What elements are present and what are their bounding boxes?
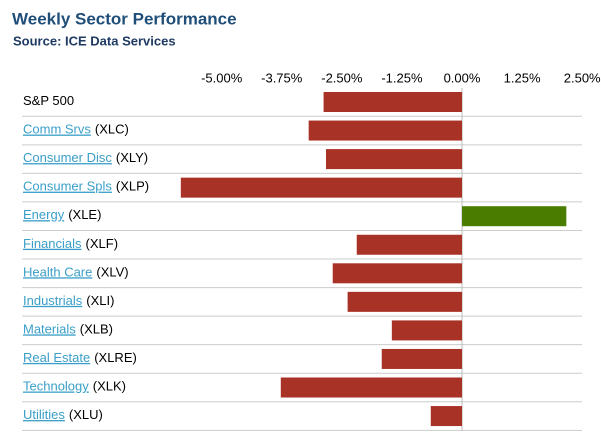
category-label: Health Care (XLV) (23, 265, 129, 280)
x-tick-label: 0.00% (444, 70, 481, 85)
ticker: (XLK) (93, 379, 126, 394)
bar (430, 406, 463, 427)
bar (323, 92, 463, 112)
sector-link[interactable]: Consumer Spls (23, 179, 112, 194)
bar (332, 263, 463, 284)
bar (308, 120, 463, 141)
ticker: (XLF) (86, 236, 119, 251)
ticker: (XLE) (68, 208, 101, 223)
x-tick-label: -2.50% (321, 70, 363, 85)
bar (381, 348, 463, 369)
category-label: Consumer Disc (XLY) (23, 151, 148, 166)
sector-link[interactable]: Utilities (23, 407, 65, 422)
bar (280, 377, 463, 398)
x-tick-label: -1.25% (381, 70, 423, 85)
bar (356, 234, 463, 255)
category-label: S&P 500 (23, 93, 74, 108)
category-label: Materials (XLB) (23, 322, 113, 337)
bar (391, 320, 463, 341)
x-tick-label: 2.50% (564, 70, 601, 85)
category-label: Financials (XLF) (23, 236, 118, 251)
bar (180, 177, 463, 198)
ticker: (XLU) (69, 407, 103, 422)
x-tick-label: 1.25% (504, 70, 541, 85)
sector-link[interactable]: Real Estate (23, 350, 90, 365)
x-tick-label: -3.75% (261, 70, 303, 85)
category-label: Utilities (XLU) (23, 407, 103, 422)
x-tick-label: -5.00% (201, 70, 243, 85)
sector-link[interactable]: Health Care (23, 265, 92, 280)
ticker: (XLC) (95, 122, 129, 137)
category-label: Technology (XLK) (23, 379, 126, 394)
category-label: Industrials (XLI) (23, 293, 114, 308)
category-label: Energy (XLE) (23, 208, 101, 223)
sector-link[interactable]: Consumer Disc (23, 151, 112, 166)
category-name: S&P 500 (23, 93, 74, 108)
chart-title: Weekly Sector Performance (12, 9, 237, 28)
sector-link[interactable]: Materials (23, 322, 76, 337)
sector-link[interactable]: Comm Srvs (23, 122, 91, 137)
chart-subtitle: Source: ICE Data Services (13, 33, 176, 48)
ticker: (XLV) (96, 265, 128, 280)
bar (325, 149, 463, 170)
ticker: (XLY) (116, 151, 148, 166)
bar (462, 206, 567, 227)
category-label: Real Estate (XLRE) (23, 350, 137, 365)
sector-link[interactable]: Energy (23, 208, 65, 223)
category-label: Comm Srvs (XLC) (23, 122, 129, 137)
category-label: Consumer Spls (XLP) (23, 179, 149, 194)
sector-link[interactable]: Financials (23, 236, 82, 251)
ticker: (XLB) (80, 322, 113, 337)
ticker: (XLP) (116, 179, 149, 194)
ticker: (XLRE) (94, 350, 137, 365)
sector-link[interactable]: Industrials (23, 293, 83, 308)
ticker: (XLI) (86, 293, 114, 308)
bar (347, 291, 463, 312)
sector-link[interactable]: Technology (23, 379, 89, 394)
